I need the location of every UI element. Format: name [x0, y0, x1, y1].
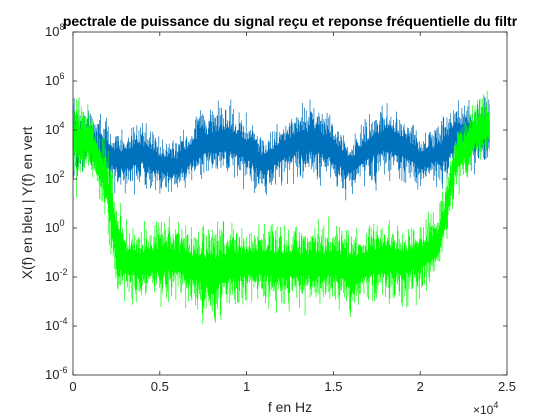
x-tick-label: 2 — [417, 379, 424, 394]
plot-area — [73, 32, 507, 375]
y-tick-exponent: 2 — [59, 169, 64, 179]
y-tick-label: 10-6 — [45, 365, 67, 382]
y-tick-label: 106 — [45, 71, 64, 88]
x-tick-label: 0 — [69, 379, 76, 394]
x-multiplier-exponent: 4 — [493, 400, 498, 410]
y-tick-base: 10 — [45, 73, 59, 88]
y-tick-label: 10-2 — [45, 267, 67, 284]
y-tick-base: 10 — [45, 220, 59, 235]
y-tick-label: 10-4 — [45, 316, 67, 333]
y-tick-base: 10 — [45, 367, 59, 382]
y-tick-exponent: -2 — [59, 267, 67, 277]
y-tick-exponent: -4 — [59, 316, 67, 326]
y-axis-label: X(f) en bleu | Y(f) en vert — [19, 127, 35, 280]
y-tick-label: 104 — [45, 120, 64, 137]
x-tick-label: 2.5 — [498, 379, 516, 394]
y-tick-base: 10 — [45, 122, 59, 137]
x-tick-label: 1 — [243, 379, 250, 394]
y-tick-exponent: -6 — [59, 365, 67, 375]
y-tick-label: 100 — [45, 218, 64, 235]
y-tick-exponent: 4 — [59, 120, 64, 130]
x-tick-label: 1.5 — [324, 379, 342, 394]
y-tick-base: 10 — [45, 318, 59, 333]
y-tick-label: 102 — [45, 169, 64, 186]
x-axis-label: f en Hz — [268, 399, 312, 415]
y-tick-base: 10 — [45, 171, 59, 186]
y-tick-exponent: 8 — [59, 22, 64, 32]
y-tick-base: 10 — [45, 24, 59, 39]
y-tick-label: 108 — [45, 22, 64, 39]
y-tick-base: 10 — [45, 269, 59, 284]
x-axis: 0 0.5 1 1.5 2 2.5 — [69, 32, 516, 394]
y-tick-exponent: 0 — [59, 218, 64, 228]
chart-title: pectrale de puissance du signal reçu et … — [63, 13, 518, 29]
x-tick-label: 0.5 — [151, 379, 169, 394]
x-multiplier: ×104 — [473, 400, 498, 417]
y-tick-exponent: 6 — [59, 71, 64, 81]
plot-frame — [72, 31, 508, 376]
x-multiplier-base: ×10 — [473, 403, 494, 417]
